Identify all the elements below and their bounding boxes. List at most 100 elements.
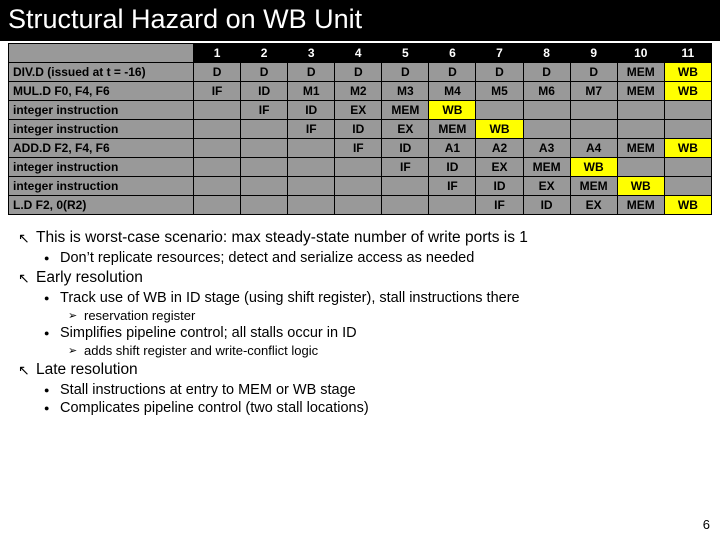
pipeline-cell	[476, 101, 523, 120]
bullet-reservation-register: reservation register	[14, 307, 706, 324]
wb-cell: WB	[570, 158, 617, 177]
bullet-track-wb: Track use of WB in ID stage (using shift…	[14, 289, 706, 307]
pipeline-cell: D	[429, 63, 476, 82]
pipeline-cell	[523, 120, 570, 139]
pipeline-cell: IF	[429, 177, 476, 196]
col-header: 11	[664, 44, 711, 63]
pipeline-cell: M5	[476, 82, 523, 101]
pipeline-cell: IF	[241, 101, 288, 120]
bullet-list: This is worst-case scenario: max steady-…	[0, 221, 720, 417]
pipeline-cell: MEM	[382, 101, 429, 120]
pipeline-cell	[241, 158, 288, 177]
table-body: DIV.D (issued at t = -16)DDDDDDDDDMEMWBM…	[9, 63, 712, 215]
col-header: 8	[523, 44, 570, 63]
pipeline-cell	[241, 177, 288, 196]
table-header-row: 1234567891011	[9, 44, 712, 63]
pipeline-cell: M4	[429, 82, 476, 101]
wb-cell: WB	[664, 63, 711, 82]
col-header: 9	[570, 44, 617, 63]
pipeline-cell: MEM	[429, 120, 476, 139]
pipeline-cell	[617, 120, 664, 139]
col-header: 2	[241, 44, 288, 63]
pipeline-cell	[194, 120, 241, 139]
pipeline-cell	[335, 177, 382, 196]
wb-cell: WB	[664, 139, 711, 158]
pipeline-cell: D	[288, 63, 335, 82]
pipeline-cell	[288, 139, 335, 158]
pipeline-cell: IF	[382, 158, 429, 177]
pipeline-cell	[429, 196, 476, 215]
pipeline-cell: A3	[523, 139, 570, 158]
pipeline-cell	[335, 158, 382, 177]
pipeline-cell	[523, 101, 570, 120]
wb-cell: WB	[429, 101, 476, 120]
bullet-late-resolution: Late resolution	[14, 359, 706, 381]
pipeline-cell: ID	[288, 101, 335, 120]
col-header: 7	[476, 44, 523, 63]
table-row: integer instruction IFIDEXMEMWB	[9, 177, 712, 196]
wb-cell: WB	[476, 120, 523, 139]
pipeline-cell	[664, 177, 711, 196]
page-number: 6	[703, 517, 710, 532]
pipeline-cell	[194, 101, 241, 120]
pipeline-cell	[664, 120, 711, 139]
pipeline-cell	[194, 177, 241, 196]
col-header: 6	[429, 44, 476, 63]
bullet-early-resolution: Early resolution	[14, 267, 706, 289]
pipeline-cell: MEM	[617, 139, 664, 158]
pipeline-cell: MEM	[617, 63, 664, 82]
col-header: 4	[335, 44, 382, 63]
col-header: 3	[288, 44, 335, 63]
pipeline-cell	[664, 158, 711, 177]
pipeline-cell	[241, 120, 288, 139]
col-header: 1	[194, 44, 241, 63]
pipeline-cell	[194, 158, 241, 177]
pipeline-cell: M1	[288, 82, 335, 101]
pipeline-cell	[382, 177, 429, 196]
bullet-adds-shift: adds shift register and write-conflict l…	[14, 342, 706, 359]
pipeline-cell: D	[241, 63, 288, 82]
table-row: DIV.D (issued at t = -16)DDDDDDDDDMEMWB	[9, 63, 712, 82]
row-label: integer instruction	[9, 101, 194, 120]
pipeline-cell: EX	[335, 101, 382, 120]
row-label: DIV.D (issued at t = -16)	[9, 63, 194, 82]
pipeline-cell: M7	[570, 82, 617, 101]
pipeline-cell: D	[570, 63, 617, 82]
row-label: L.D F2, 0(R2)	[9, 196, 194, 215]
wb-cell: WB	[617, 177, 664, 196]
pipeline-cell: EX	[382, 120, 429, 139]
pipeline-cell: A2	[476, 139, 523, 158]
row-label: MUL.D F0, F4, F6	[9, 82, 194, 101]
pipeline-cell	[194, 196, 241, 215]
pipeline-cell: A4	[570, 139, 617, 158]
pipeline-cell: A1	[429, 139, 476, 158]
pipeline-cell: D	[382, 63, 429, 82]
pipeline-cell: IF	[476, 196, 523, 215]
pipeline-cell: ID	[476, 177, 523, 196]
pipeline-cell: EX	[570, 196, 617, 215]
pipeline-cell: ID	[523, 196, 570, 215]
pipeline-cell: D	[523, 63, 570, 82]
pipeline-cell: MEM	[570, 177, 617, 196]
pipeline-cell	[194, 139, 241, 158]
table-corner	[9, 44, 194, 63]
row-label: ADD.D F2, F4, F6	[9, 139, 194, 158]
bullet-complicates: Complicates pipeline control (two stall …	[14, 399, 706, 417]
pipeline-table-wrap: 1234567891011 DIV.D (issued at t = -16)D…	[0, 41, 720, 221]
table-row: integer instructionIFIDEXMEMWB	[9, 158, 712, 177]
pipeline-cell: ID	[429, 158, 476, 177]
wb-cell: WB	[664, 196, 711, 215]
pipeline-cell: M3	[382, 82, 429, 101]
pipeline-cell	[288, 177, 335, 196]
pipeline-cell	[241, 139, 288, 158]
pipeline-cell: IF	[335, 139, 382, 158]
table-row: ADD.D F2, F4, F6IFIDA1A2A3A4MEMWB	[9, 139, 712, 158]
row-label: integer instruction	[9, 177, 194, 196]
pipeline-cell: EX	[523, 177, 570, 196]
pipeline-cell: M6	[523, 82, 570, 101]
pipeline-cell: EX	[476, 158, 523, 177]
pipeline-cell	[570, 120, 617, 139]
pipeline-cell: D	[335, 63, 382, 82]
pipeline-cell	[382, 196, 429, 215]
pipeline-cell	[617, 158, 664, 177]
